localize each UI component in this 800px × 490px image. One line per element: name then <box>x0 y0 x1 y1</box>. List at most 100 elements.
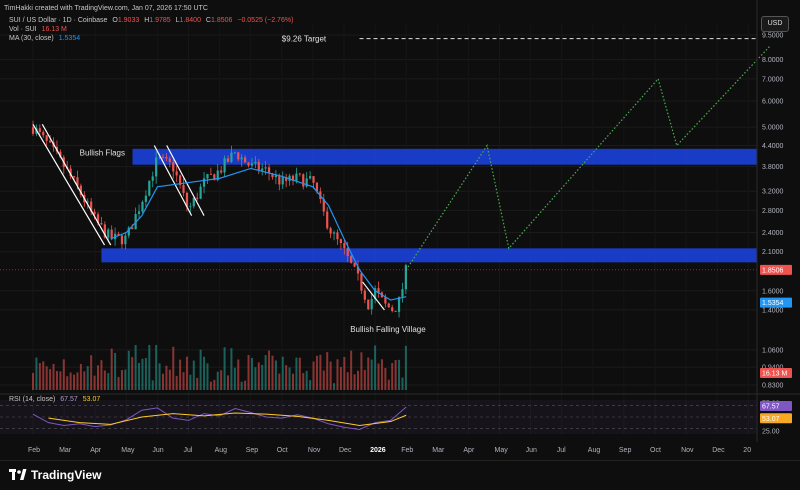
volume-bar <box>165 365 168 390</box>
time-tick-label: Dec <box>339 447 352 454</box>
time-tick-label: Aug <box>588 447 601 454</box>
volume-bar <box>244 380 247 390</box>
candle-body <box>79 185 82 195</box>
volume-bar <box>199 349 202 390</box>
candle-body <box>202 178 206 187</box>
price-tick-label: 1.6000 <box>762 288 784 295</box>
ma-price-badge: 1.5354 <box>762 300 784 307</box>
rsi-legend[interactable]: RSI (14, close) 67.57 53.07 <box>9 396 100 403</box>
candle-body <box>141 201 144 212</box>
price-tick-label: 4.4000 <box>762 143 784 150</box>
price-tick-label: 1.4000 <box>762 307 784 314</box>
volume-bar <box>343 356 346 390</box>
volume-bar <box>271 355 274 390</box>
chart-area[interactable]: $9.26 Target Bullish Flags Bullish Falling… <box>0 0 800 460</box>
volume-bar <box>305 370 308 390</box>
rsi-label: RSI (14, close) <box>9 396 56 403</box>
candle-body <box>271 173 274 178</box>
candle-body <box>353 262 356 267</box>
flag-trendline <box>166 145 205 216</box>
price-tick-label: 8.0000 <box>762 57 784 64</box>
candle-body <box>148 180 151 196</box>
time-tick-label: Apr <box>463 447 475 454</box>
volume-bar <box>360 352 363 390</box>
candle-body <box>240 157 243 160</box>
price-chart[interactable]: $9.26 Target Bullish Flags Bullish Falling… <box>0 0 800 460</box>
candle-body <box>45 135 48 141</box>
candle-body <box>38 128 41 132</box>
volume-bar <box>182 372 185 390</box>
volume-bar <box>254 367 257 390</box>
time-tick-label: Jul <box>557 447 566 454</box>
volume-bar <box>295 357 298 390</box>
candle-body <box>404 265 407 290</box>
candle-body <box>322 199 325 212</box>
candle-body <box>274 175 277 178</box>
time-tick-label: 20 <box>743 447 751 454</box>
volume-bar <box>367 357 370 390</box>
volume-bar <box>107 373 110 390</box>
candle-body <box>315 182 319 192</box>
currency-button[interactable]: USD <box>761 16 789 32</box>
candle-body <box>230 152 233 162</box>
candle-body <box>59 151 62 158</box>
time-tick-label: Jun <box>152 447 163 454</box>
candle-body <box>158 156 161 158</box>
candle-body <box>216 170 219 181</box>
volume-bar <box>333 383 336 390</box>
candle-body <box>233 152 236 154</box>
candle-body <box>86 201 89 203</box>
ma-line <box>110 167 407 301</box>
candle-body <box>261 168 264 171</box>
annotation-label: Bullish Flags <box>80 149 125 158</box>
volume-bar <box>213 379 216 390</box>
rsi-line <box>32 406 407 430</box>
candle-body <box>298 173 301 175</box>
candle-body <box>90 201 93 212</box>
candle-body <box>168 158 171 163</box>
flag-trendline <box>41 124 112 246</box>
price-tick-label: 3.2000 <box>762 189 784 196</box>
volume-bar <box>363 369 366 390</box>
candle-body <box>179 175 182 185</box>
candle-body <box>312 176 315 183</box>
tradingview-brand[interactable]: TradingView <box>9 468 101 482</box>
ma-legend[interactable]: MA (30, close) 1.5354 <box>9 35 80 42</box>
volume-bar <box>93 375 96 390</box>
candle-body <box>281 177 284 185</box>
candle-body <box>107 229 110 238</box>
volume-badge-bg <box>760 368 792 378</box>
last-price-badge-bg <box>760 264 792 275</box>
candle-body <box>360 273 363 291</box>
price-tick-label: 9.5000 <box>762 33 784 40</box>
candle-body <box>257 161 260 171</box>
volume-bar <box>264 355 267 390</box>
volume-bar <box>103 370 106 390</box>
ma-price-badge-bg <box>760 297 792 308</box>
volume-bar <box>346 372 349 390</box>
volume-bar <box>192 360 195 390</box>
volume-legend[interactable]: Vol · SUI 16.13 M <box>9 26 67 33</box>
rsi-last-badge-bg <box>760 401 792 412</box>
volume-bar <box>151 380 154 390</box>
symbol-legend[interactable]: SUI / US Dollar · 1D · Coinbase O1.9033 … <box>9 17 293 24</box>
candle-body <box>394 310 397 312</box>
candle-body <box>254 161 257 164</box>
volume-bar <box>90 355 93 390</box>
volume-bar <box>319 354 322 390</box>
volume-bar <box>127 350 130 390</box>
volume-bar <box>326 352 329 390</box>
candle-body <box>285 177 288 181</box>
volume-bar <box>257 362 260 390</box>
volume-bar <box>52 363 55 390</box>
volume-bar <box>237 359 240 390</box>
volume-bar <box>250 357 253 390</box>
candle-body <box>384 297 387 304</box>
candle-body <box>206 174 209 179</box>
time-tick-label: Nov <box>308 447 321 454</box>
candle-body <box>305 178 308 187</box>
candle-body <box>185 192 189 207</box>
candle-body <box>220 170 223 173</box>
volume-bar <box>62 359 65 390</box>
